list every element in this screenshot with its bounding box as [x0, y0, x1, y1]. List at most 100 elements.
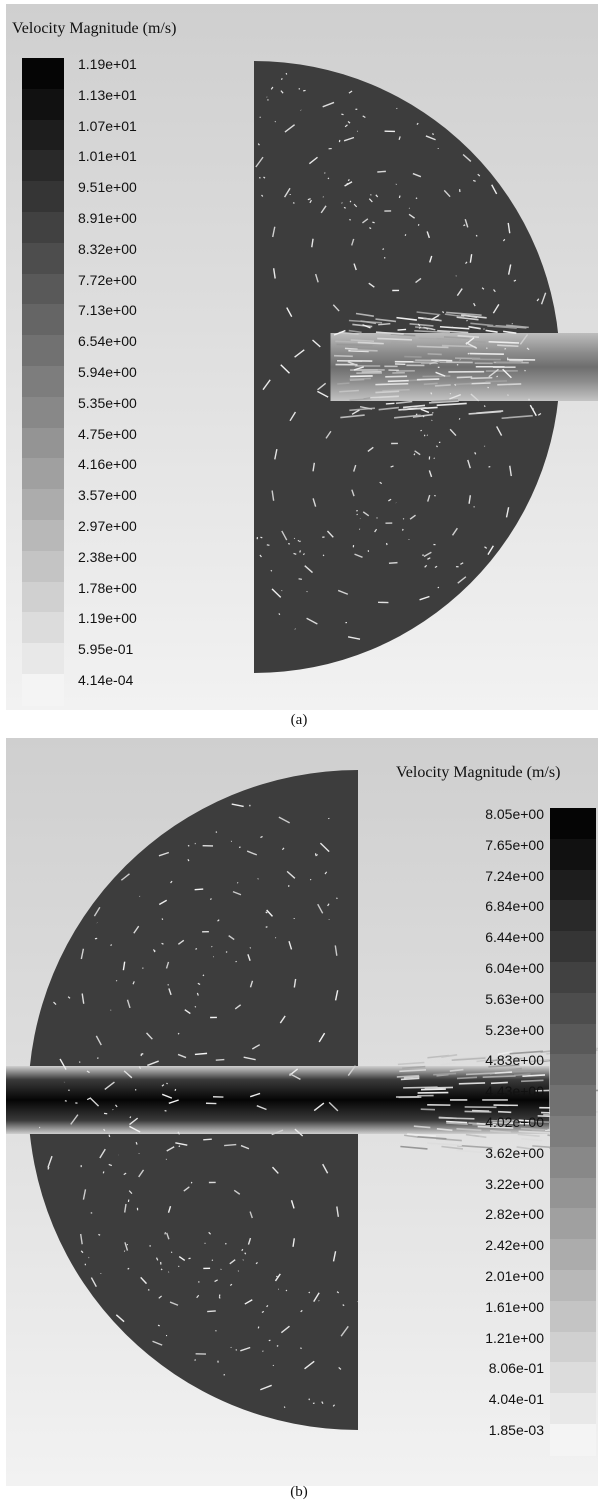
color-scale-label: 1.07e+01: [78, 117, 137, 134]
velocity-vector: [460, 562, 464, 565]
color-scale-label: 4.04e-01: [488, 1391, 544, 1408]
color-scale-swatch: [22, 427, 64, 460]
color-scale-label: 5.94e+00: [78, 364, 137, 380]
color-scale-swatch: [550, 1362, 596, 1395]
velocity-vector: [368, 198, 373, 203]
velocity-vector: [332, 304, 340, 312]
velocity-vector: [203, 1138, 212, 1141]
velocity-vector: [322, 554, 325, 557]
velocity-vector: [412, 413, 433, 418]
color-scale-label: 2.01e+00: [485, 1268, 544, 1284]
velocity-vector: [312, 462, 316, 472]
velocity-vector: [540, 292, 547, 305]
velocity-vector: [427, 1142, 462, 1147]
velocity-vector: [298, 578, 302, 580]
velocity-vector: [229, 1259, 236, 1265]
velocity-vector: [122, 961, 126, 971]
velocity-vector: [359, 405, 373, 410]
color-scale-swatch: [550, 992, 596, 1025]
velocity-vector: [168, 988, 172, 996]
velocity-vector: [177, 1131, 180, 1135]
velocity-vector: [457, 576, 467, 584]
velocity-vector: [497, 1051, 513, 1056]
velocity-vector: [302, 553, 305, 556]
velocity-vector: [232, 890, 242, 896]
velocity-vector: [423, 326, 436, 331]
velocity-vector: [502, 368, 512, 379]
velocity-vector: [353, 263, 357, 271]
velocity-vector: [456, 363, 459, 366]
velocity-vector: [456, 1128, 482, 1132]
velocity-vector: [439, 325, 470, 330]
velocity-vector: [336, 897, 338, 900]
velocity-vector: [293, 978, 297, 988]
velocity-vector: [321, 1401, 324, 1405]
velocity-vector: [289, 411, 297, 422]
velocity-vector: [505, 507, 510, 518]
color-scale-swatch: [550, 1239, 596, 1271]
velocity-vector: [271, 490, 275, 501]
velocity-vector: [436, 445, 438, 448]
velocity-vector: [409, 514, 416, 520]
velocity-vector: [338, 1366, 342, 1370]
velocity-vector: [396, 316, 418, 321]
color-scale-swatch: [22, 643, 64, 675]
velocity-vector: [183, 1186, 190, 1192]
velocity-vector: [344, 347, 358, 351]
velocity-vector: [235, 1349, 238, 1351]
velocity-vector: [322, 101, 335, 108]
velocity-vector: [400, 1145, 428, 1150]
velocity-vector: [377, 337, 413, 341]
velocity-vector: [350, 339, 375, 343]
velocity-vector: [177, 1032, 180, 1035]
velocity-vector: [456, 316, 479, 321]
velocity-vector: [431, 314, 440, 321]
velocity-vector: [95, 1035, 102, 1046]
velocity-vector: [495, 324, 527, 329]
color-scale-label: 7.13e+00: [78, 302, 137, 319]
velocity-vector: [382, 248, 385, 251]
velocity-vector: [336, 1206, 340, 1217]
velocity-vector: [449, 393, 461, 400]
color-scale-swatch: [22, 212, 64, 244]
velocity-vector: [281, 530, 288, 541]
figure-b-panel: Velocity Magnitude (m/s) 8.05e+00 7.65e+0…: [6, 738, 598, 1486]
velocity-vector: [271, 1129, 284, 1136]
velocity-vector: [423, 551, 432, 558]
color-scale-label: 8.06e-01: [488, 1360, 544, 1377]
velocity-vector: [490, 1081, 508, 1085]
color-scale-label: 8.91e+00: [78, 210, 137, 226]
velocity-vector: [265, 911, 268, 914]
color-scale-swatch: [22, 366, 64, 398]
velocity-vector: [391, 341, 413, 345]
color-scale-label: 4.14e-04: [78, 672, 134, 688]
velocity-vector: [281, 847, 285, 851]
velocity-vector: [187, 844, 190, 847]
velocity-vector: [129, 1117, 139, 1126]
velocity-vector: [196, 1294, 200, 1299]
velocity-vector: [318, 1032, 326, 1043]
velocity-vector: [418, 326, 422, 329]
velocity-vector: [457, 1144, 493, 1149]
velocity-vector: [197, 982, 201, 986]
color-scale-swatch: [550, 900, 596, 933]
velocity-vector: [446, 1122, 468, 1125]
color-scale-swatch: [550, 1146, 596, 1179]
velocity-vector: [272, 268, 276, 279]
velocity-vector: [472, 1109, 490, 1112]
figure-a-velocity-field: [254, 61, 598, 673]
velocity-vector: [529, 404, 537, 417]
velocity-vector: [429, 255, 433, 263]
velocity-vector: [496, 426, 503, 436]
velocity-vector: [468, 495, 472, 504]
velocity-vector: [196, 992, 199, 996]
velocity-vector: [332, 1404, 336, 1407]
velocity-vector: [468, 325, 481, 330]
velocity-vector: [350, 349, 378, 352]
velocity-vector: [218, 1296, 221, 1299]
velocity-vector: [98, 1233, 101, 1236]
color-scale-swatch: [550, 1085, 596, 1117]
velocity-vector: [127, 1267, 130, 1270]
velocity-vector: [270, 569, 273, 572]
velocity-vector: [244, 1299, 253, 1305]
